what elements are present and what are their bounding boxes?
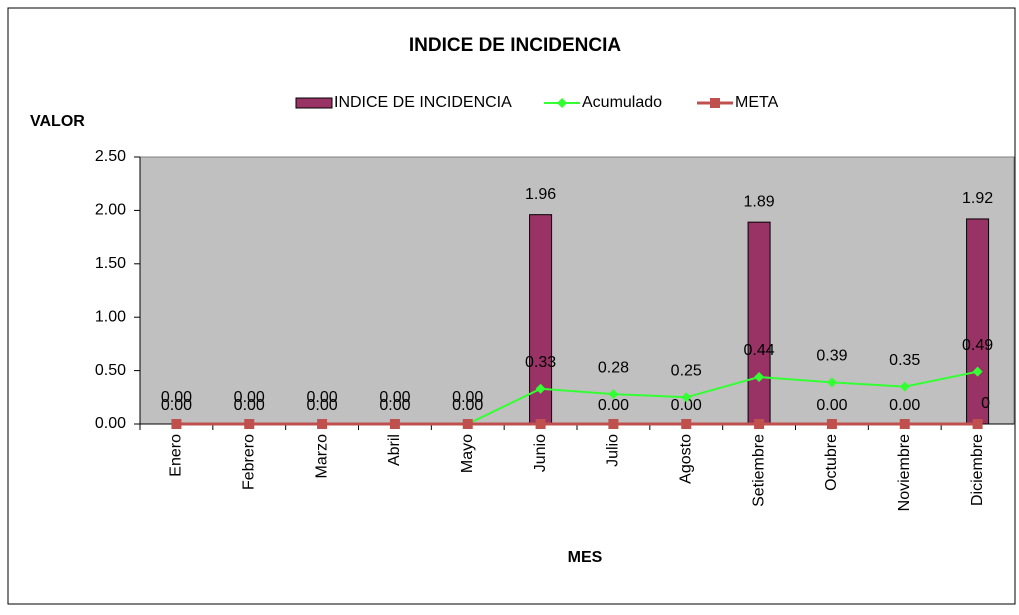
y-tick-label: 0.50	[95, 362, 126, 379]
marker	[899, 381, 910, 392]
marker	[972, 419, 983, 429]
marker	[171, 419, 182, 429]
x-axis-title: MES	[568, 549, 603, 566]
plot-area	[139, 156, 1015, 425]
bar	[747, 221, 771, 425]
marker	[535, 383, 546, 394]
legend-marker	[557, 98, 567, 108]
data-label: 0.00	[379, 389, 410, 406]
x-tick-label: Octubre	[823, 434, 840, 491]
data-label: 0.00	[598, 397, 629, 414]
legend-label: META	[735, 94, 779, 111]
x-tick-label: Setiembre	[750, 434, 767, 507]
data-label: 0.00	[671, 397, 702, 414]
data-label: 0	[981, 395, 990, 412]
x-tick-label: Diciembre	[969, 434, 986, 506]
data-label: 0.00	[379, 397, 410, 414]
data-label: 0.39	[816, 348, 847, 365]
x-tick-label: Mayo	[459, 434, 476, 473]
data-label: 1.92	[962, 190, 993, 207]
data-label: 0.35	[889, 352, 920, 369]
marker	[681, 419, 692, 429]
legend-swatch	[295, 97, 333, 109]
legend-label: Acumulado	[582, 94, 662, 111]
data-label: 0.00	[452, 389, 483, 406]
marker	[899, 419, 910, 429]
bar	[966, 218, 990, 425]
marker	[754, 372, 765, 383]
marker	[826, 377, 837, 388]
data-label: 0.00	[307, 389, 338, 406]
data-label: 0.00	[307, 397, 338, 414]
marker	[754, 419, 765, 429]
marker	[826, 419, 837, 429]
data-label: 0.44	[744, 342, 775, 359]
data-label: 0.49	[962, 337, 993, 354]
marker	[972, 366, 983, 377]
data-label: 0.00	[816, 397, 847, 414]
marker	[389, 419, 400, 429]
data-label: 1.96	[525, 186, 556, 203]
x-tick-label: Abril	[386, 434, 403, 466]
y-tick-label: 0.00	[95, 415, 126, 432]
data-label: 0.00	[889, 397, 920, 414]
legend-marker	[710, 98, 720, 108]
data-label: 0.00	[234, 397, 265, 414]
data-label: 0.28	[598, 359, 629, 376]
y-tick-label: 1.00	[95, 308, 126, 325]
x-tick-label: Marzo	[313, 434, 330, 479]
data-label: 0.00	[161, 397, 192, 414]
x-tick-label: Enero	[168, 434, 185, 477]
marker	[608, 419, 619, 429]
x-tick-label: Noviembre	[896, 434, 913, 511]
marker	[317, 419, 328, 429]
data-label: 0.00	[161, 389, 192, 406]
data-label: 0.00	[234, 389, 265, 406]
x-tick-label: Junio	[532, 434, 549, 472]
marker	[244, 419, 255, 429]
legend-label: INDICE DE INCIDENCIA	[334, 94, 512, 111]
y-tick-label: 1.50	[95, 255, 126, 272]
chart-title: INDICE DE INCIDENCIA	[409, 35, 621, 56]
marker	[681, 392, 692, 403]
marker	[608, 389, 619, 400]
data-label: 0.25	[671, 363, 702, 380]
data-label: 0.33	[525, 354, 556, 371]
data-label: 0.00	[452, 397, 483, 414]
x-tick-label: Agosto	[677, 434, 694, 484]
y-tick-label: 2.50	[95, 148, 126, 165]
y-tick-label: 2.00	[95, 202, 126, 219]
x-tick-label: Julio	[605, 434, 622, 467]
marker	[462, 419, 473, 429]
marker	[535, 419, 546, 429]
y-axis-title: VALOR	[30, 113, 85, 130]
x-tick-label: Febrero	[240, 434, 257, 490]
data-label: 1.89	[744, 193, 775, 210]
